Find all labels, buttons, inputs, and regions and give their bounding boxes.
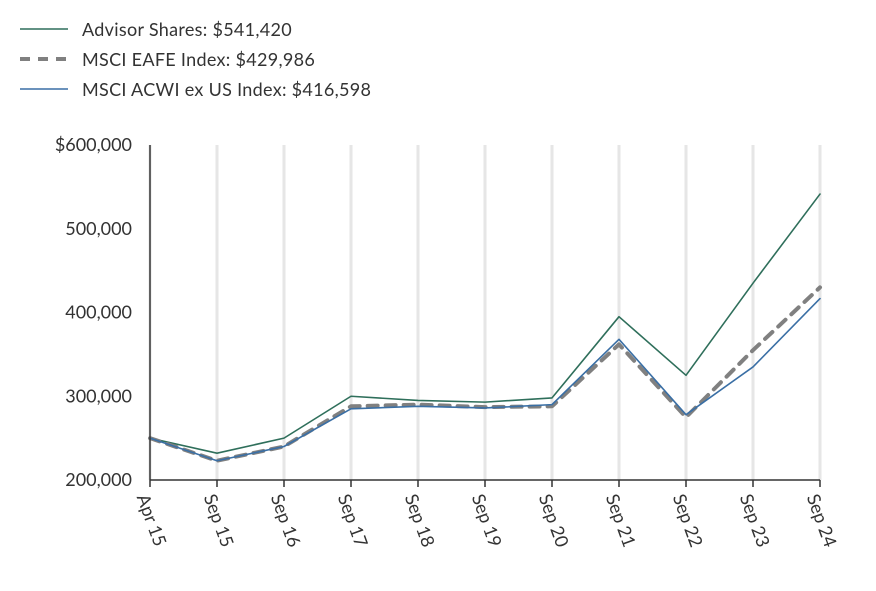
y-tick-label: 400,000 — [65, 301, 132, 323]
x-tick-label: Sep 20 — [535, 491, 574, 550]
legend-label: Advisor Shares: $541,420 — [82, 18, 292, 40]
x-tick-label: Sep 15 — [200, 491, 239, 550]
x-tick-label: Sep 22 — [669, 491, 708, 550]
x-tick-label: Sep 19 — [468, 491, 507, 550]
legend-item: MSCI ACWI ex US Index: $416,598 — [20, 74, 371, 104]
performance-line-chart: 200,000 300,000 400,000 500,000 $600,000 Apr … — [0, 115, 876, 575]
legend-item: Advisor Shares: $541,420 — [20, 14, 371, 44]
x-tick-label: Sep 24 — [803, 491, 842, 550]
chart-svg: 200,000 300,000 400,000 500,000 $600,000 Apr … — [0, 115, 876, 575]
legend-swatch — [20, 52, 68, 66]
x-tick-label: Sep 18 — [401, 491, 440, 550]
y-tick-label: 200,000 — [65, 468, 132, 490]
legend-label: MSCI ACWI ex US Index: $416,598 — [82, 78, 371, 100]
y-tick-label: 300,000 — [65, 384, 132, 406]
x-tick-label: Sep 17 — [334, 491, 373, 550]
legend-swatch — [20, 82, 68, 96]
legend-label: MSCI EAFE Index: $429,986 — [82, 48, 315, 70]
legend-item: MSCI EAFE Index: $429,986 — [20, 44, 371, 74]
x-tick-label: Sep 21 — [602, 491, 641, 550]
y-tick-label: 500,000 — [65, 217, 132, 239]
legend-swatch — [20, 22, 68, 36]
y-tick-label: $600,000 — [55, 133, 132, 155]
x-tick-label: Sep 16 — [267, 491, 306, 550]
legend: Advisor Shares: $541,420 MSCI EAFE Index:… — [20, 14, 371, 104]
x-tick-label: Sep 23 — [736, 491, 775, 550]
x-tick-label: Apr 15 — [133, 491, 172, 549]
